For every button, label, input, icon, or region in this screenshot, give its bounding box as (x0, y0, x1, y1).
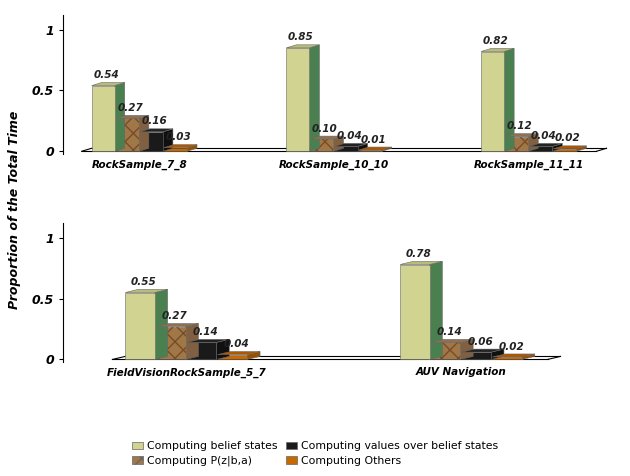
Polygon shape (218, 352, 260, 355)
Text: 0.78: 0.78 (406, 249, 432, 259)
Text: 0.02: 0.02 (555, 133, 581, 143)
Polygon shape (164, 148, 187, 151)
Polygon shape (335, 147, 358, 151)
Polygon shape (505, 137, 528, 151)
Polygon shape (528, 134, 538, 151)
Polygon shape (116, 115, 149, 119)
Polygon shape (481, 51, 504, 151)
Polygon shape (576, 146, 587, 151)
Polygon shape (553, 143, 563, 151)
Polygon shape (286, 45, 319, 48)
Polygon shape (400, 265, 430, 359)
Polygon shape (187, 339, 229, 342)
Polygon shape (335, 143, 367, 147)
Polygon shape (461, 339, 473, 359)
Polygon shape (311, 136, 343, 139)
Polygon shape (430, 261, 442, 359)
Text: Proportion of the Total Time: Proportion of the Total Time (8, 110, 21, 308)
Polygon shape (139, 115, 149, 151)
Polygon shape (382, 147, 392, 151)
Text: 0.04: 0.04 (336, 131, 362, 141)
Polygon shape (491, 349, 504, 359)
Text: 0.02: 0.02 (498, 342, 524, 352)
Polygon shape (358, 147, 392, 150)
Text: 0.85: 0.85 (288, 32, 314, 42)
Polygon shape (400, 261, 442, 265)
Text: 0.06: 0.06 (467, 337, 493, 347)
Polygon shape (493, 357, 522, 359)
Polygon shape (116, 119, 139, 151)
Polygon shape (115, 82, 125, 151)
Polygon shape (358, 150, 382, 151)
Polygon shape (155, 289, 168, 359)
Polygon shape (247, 352, 260, 359)
Polygon shape (481, 49, 514, 51)
Polygon shape (529, 147, 553, 151)
Polygon shape (504, 49, 514, 151)
Polygon shape (140, 132, 163, 151)
Polygon shape (140, 129, 173, 132)
Polygon shape (125, 293, 155, 359)
Text: 0.16: 0.16 (142, 116, 167, 126)
Polygon shape (164, 145, 197, 148)
Polygon shape (493, 354, 535, 357)
Polygon shape (218, 355, 247, 359)
Text: 0.14: 0.14 (193, 327, 219, 337)
Polygon shape (91, 82, 125, 86)
Text: 0.27: 0.27 (117, 103, 143, 113)
Polygon shape (156, 324, 198, 327)
Polygon shape (286, 48, 309, 151)
Polygon shape (462, 349, 504, 352)
Polygon shape (187, 145, 197, 151)
Polygon shape (529, 143, 563, 147)
Polygon shape (216, 339, 229, 359)
Legend: Computing belief states, Computing P(z|b,a), Computing values over belief states: Computing belief states, Computing P(z|b… (127, 437, 503, 471)
Text: 0.12: 0.12 (507, 121, 532, 131)
Text: 0.55: 0.55 (131, 277, 157, 287)
Polygon shape (553, 146, 587, 149)
Polygon shape (125, 289, 168, 293)
Polygon shape (522, 354, 535, 359)
Polygon shape (186, 324, 198, 359)
Text: 0.27: 0.27 (162, 311, 188, 321)
Polygon shape (462, 352, 491, 359)
Polygon shape (311, 139, 333, 151)
Text: 0.03: 0.03 (166, 132, 192, 142)
Polygon shape (431, 339, 473, 342)
Text: 0.04: 0.04 (531, 131, 557, 141)
Polygon shape (91, 86, 115, 151)
Polygon shape (333, 136, 343, 151)
Polygon shape (431, 342, 461, 359)
Polygon shape (187, 342, 216, 359)
Polygon shape (163, 129, 173, 151)
Text: 0.82: 0.82 (483, 36, 508, 46)
Text: 0.01: 0.01 (360, 135, 386, 145)
Text: 0.14: 0.14 (437, 327, 462, 337)
Text: 0.54: 0.54 (93, 70, 119, 80)
Text: 0.10: 0.10 (312, 124, 338, 134)
Polygon shape (505, 134, 538, 137)
Polygon shape (553, 149, 576, 151)
Polygon shape (156, 327, 186, 359)
Text: 0.04: 0.04 (224, 339, 249, 349)
Polygon shape (309, 45, 319, 151)
Polygon shape (358, 143, 367, 151)
